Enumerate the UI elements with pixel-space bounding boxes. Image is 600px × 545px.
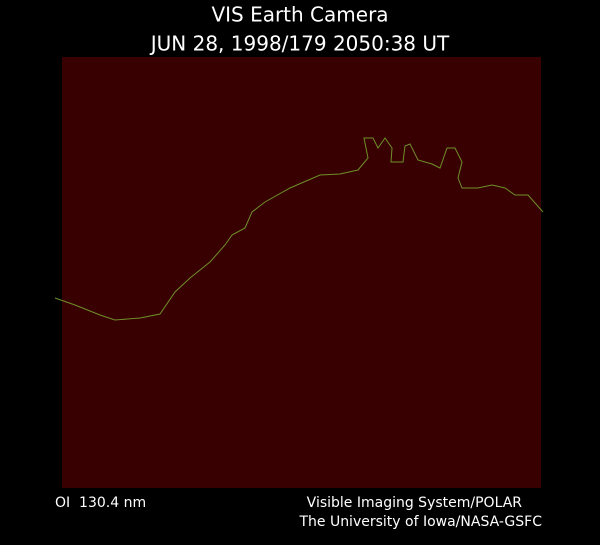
filter-label: OI 130.4 nm bbox=[55, 495, 146, 511]
earth-image bbox=[62, 57, 541, 488]
institution-label: The University of Iowa/NASA-GSFC bbox=[298, 514, 542, 530]
instrument-label: Visible Imaging System/POLAR bbox=[307, 495, 523, 511]
title: VIS Earth Camera bbox=[211, 3, 388, 27]
subtitle: JUN 28, 1998/179 2050:38 UT bbox=[149, 32, 450, 56]
coastline bbox=[54, 137, 544, 321]
